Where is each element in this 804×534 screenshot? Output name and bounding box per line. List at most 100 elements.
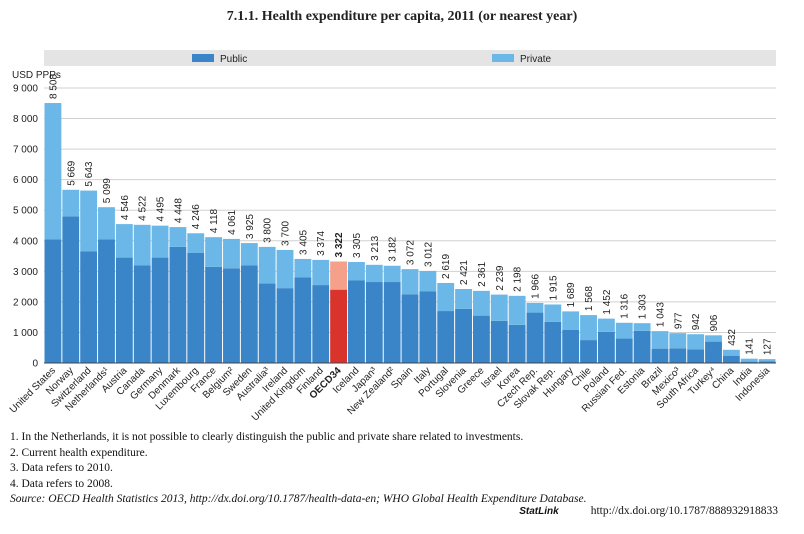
bar-segment bbox=[80, 190, 98, 252]
bar-segment bbox=[490, 320, 508, 363]
bar-segment bbox=[687, 349, 705, 363]
total-label: 4 448 bbox=[173, 198, 184, 223]
total-label: 432 bbox=[727, 329, 738, 346]
total-label: 977 bbox=[673, 312, 684, 329]
bar-segment bbox=[758, 359, 776, 362]
bar-segment bbox=[383, 282, 401, 363]
bar-segment bbox=[526, 312, 544, 363]
total-label: 3 925 bbox=[245, 214, 256, 239]
total-label: 2 198 bbox=[513, 266, 524, 291]
bar-segment bbox=[651, 348, 669, 363]
bar-segment bbox=[472, 315, 490, 363]
note: 3. Data refers to 2010. bbox=[10, 462, 113, 474]
bar-segment bbox=[383, 265, 401, 283]
total-label: 4 118 bbox=[209, 208, 220, 233]
bar-segment bbox=[615, 338, 633, 363]
legend-label: Private bbox=[520, 54, 552, 65]
total-label: 4 246 bbox=[191, 204, 202, 229]
bar-segment bbox=[365, 282, 383, 363]
statlink: StatLink http://dx.doi.org/10.1787/888932… bbox=[519, 505, 778, 517]
total-label: 3 800 bbox=[263, 217, 274, 242]
bar-segment bbox=[419, 270, 437, 292]
total-label: 1 303 bbox=[638, 294, 649, 319]
bar-segment bbox=[437, 282, 455, 312]
y-axis-label: USD PPPs bbox=[12, 70, 61, 81]
note: 2. Current health expenditure. bbox=[10, 446, 148, 459]
bar-segment bbox=[687, 334, 705, 350]
bar-segment bbox=[258, 246, 276, 284]
bar-segment bbox=[740, 361, 758, 363]
total-label: 4 522 bbox=[138, 195, 149, 220]
bar-segment bbox=[44, 103, 62, 240]
bar-segment bbox=[633, 323, 651, 331]
total-label: 127 bbox=[763, 338, 774, 355]
bar-segment bbox=[401, 269, 419, 295]
total-label: 3 322 bbox=[334, 232, 345, 257]
bar-segment bbox=[722, 349, 740, 356]
bar-segment bbox=[312, 259, 330, 286]
bar-segment bbox=[562, 311, 580, 330]
bar-segment bbox=[419, 291, 437, 363]
total-label: 4 546 bbox=[120, 195, 131, 220]
legend-swatch bbox=[492, 54, 514, 62]
bar-segment bbox=[205, 266, 223, 363]
y-tick-label: 5 000 bbox=[13, 206, 38, 217]
bar-segment bbox=[544, 321, 562, 363]
bar-segment bbox=[62, 189, 80, 217]
bar-segment bbox=[115, 224, 133, 258]
y-tick-label: 8 000 bbox=[13, 114, 38, 125]
bar-segment bbox=[223, 238, 240, 269]
bar-segment bbox=[98, 207, 115, 240]
total-label: 8 508 bbox=[48, 74, 59, 99]
total-label: 4 061 bbox=[227, 209, 238, 234]
bar-segment bbox=[44, 239, 62, 363]
total-label: 3 213 bbox=[370, 235, 381, 260]
bar-segment bbox=[276, 249, 294, 289]
bar-segment bbox=[526, 302, 544, 313]
bar-segment bbox=[294, 258, 312, 278]
y-tick-label: 1 000 bbox=[13, 328, 38, 339]
chart-title: 7.1.1. Health expenditure per capita, 20… bbox=[227, 9, 578, 24]
bar-segment bbox=[98, 239, 115, 363]
bar-segment bbox=[508, 324, 526, 363]
total-label: 1 568 bbox=[584, 286, 595, 311]
notes: 1. In the Netherlands, it is not possibl… bbox=[10, 430, 587, 508]
source: Source: OECD Health Statistics 2013, htt… bbox=[10, 493, 587, 505]
total-label: 3 072 bbox=[406, 240, 417, 265]
note: 1. In the Netherlands, it is not possibl… bbox=[10, 431, 524, 443]
total-label: 5 643 bbox=[84, 161, 95, 186]
bar-segment bbox=[348, 262, 365, 281]
total-label: 2 421 bbox=[459, 260, 470, 285]
bar-segment bbox=[722, 355, 740, 363]
total-label: 3 182 bbox=[388, 236, 399, 261]
total-label: 1 915 bbox=[548, 275, 559, 300]
bar-segment bbox=[740, 358, 758, 362]
bar-segment bbox=[758, 361, 776, 363]
total-label: 1 452 bbox=[602, 289, 613, 314]
total-label: 2 619 bbox=[441, 254, 452, 279]
bar-segment bbox=[62, 216, 80, 363]
bar-segment bbox=[580, 315, 597, 341]
total-label: 3 374 bbox=[316, 230, 327, 255]
bar-segment bbox=[169, 246, 187, 363]
total-label: 4 495 bbox=[156, 196, 167, 221]
bar-segment bbox=[580, 340, 597, 363]
bar-segment bbox=[544, 304, 562, 322]
total-label: 3 405 bbox=[298, 229, 309, 254]
y-tick-label: 7 000 bbox=[13, 145, 38, 156]
total-label: 1 966 bbox=[530, 273, 541, 298]
legend-box bbox=[44, 50, 776, 66]
total-label: 5 099 bbox=[102, 178, 113, 203]
bar-segment bbox=[401, 294, 419, 363]
bar-segment bbox=[80, 251, 98, 363]
y-tick-label: 9 000 bbox=[13, 84, 38, 95]
total-label: 1 043 bbox=[655, 302, 666, 327]
bar-segment bbox=[455, 289, 472, 309]
bar-segment bbox=[455, 308, 472, 363]
bar-segment bbox=[348, 280, 365, 363]
total-label: 5 669 bbox=[66, 160, 77, 185]
bar-segment bbox=[223, 268, 240, 363]
statlink-url[interactable]: http://dx.doi.org/10.1787/888932918833 bbox=[590, 505, 778, 517]
total-label: 942 bbox=[691, 313, 702, 330]
bar-segment bbox=[276, 288, 294, 363]
